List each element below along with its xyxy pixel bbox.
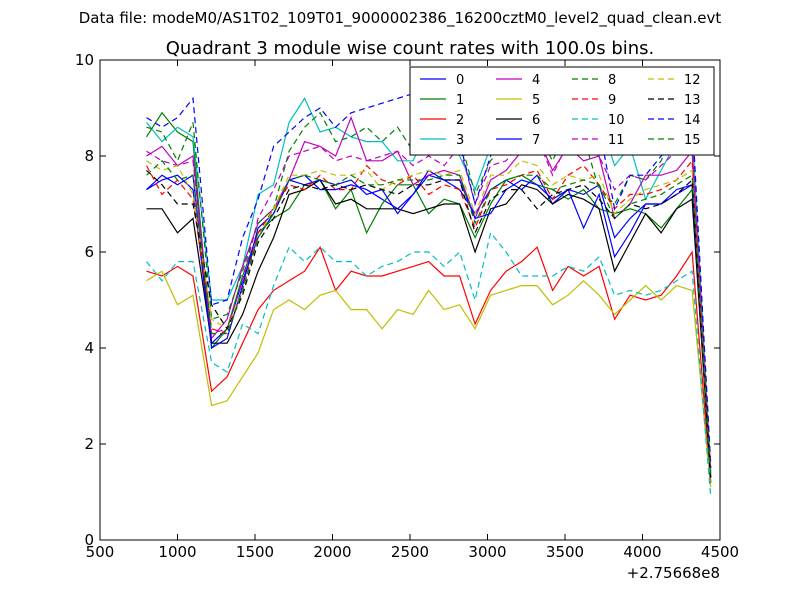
legend-label: 10 <box>608 113 625 128</box>
legend-label: 2 <box>456 113 464 128</box>
x-tick-label: 4500 <box>701 543 739 561</box>
x-tick-label: 500 <box>86 543 115 561</box>
legend-label: 4 <box>532 73 540 88</box>
series-line-7 <box>146 169 712 478</box>
legend-label: 12 <box>684 73 701 88</box>
legend-label: 3 <box>456 133 464 148</box>
series-line-15 <box>146 159 712 478</box>
series-line-5 <box>146 270 712 488</box>
legend-label: 15 <box>684 133 701 148</box>
series-line-1 <box>145 111 712 483</box>
legend-label: 13 <box>684 93 701 108</box>
legend-label: 5 <box>532 93 540 108</box>
y-tick-label: 0 <box>84 531 94 549</box>
x-tick-label: 1500 <box>236 543 274 561</box>
x-tick-label: 3000 <box>468 543 506 561</box>
legend-label: 6 <box>532 113 540 128</box>
chart-title: Quadrant 3 module wise count rates with … <box>166 38 655 59</box>
x-tick-label: 4000 <box>623 543 661 561</box>
series-line-13 <box>146 169 712 483</box>
x-tick-label: 2000 <box>313 543 351 561</box>
legend-label: 14 <box>684 113 701 128</box>
axis-layer: 500 1000 1500 2000 2500 3000 3500 4000 4500 0 2 4 6 8… <box>75 51 739 561</box>
legend-label: 0 <box>456 73 464 88</box>
x-tick-label: 1000 <box>158 543 196 561</box>
series-line-8 <box>146 111 712 464</box>
y-tick-label: 10 <box>75 51 94 69</box>
series-line-11 <box>146 136 712 469</box>
y-tick-label: 6 <box>84 243 94 261</box>
legend-label: 1 <box>456 93 464 108</box>
legend-label: 11 <box>608 133 625 148</box>
x-offset-label: +2.75668e8 <box>627 564 720 582</box>
series-line-6 <box>146 179 712 478</box>
series-line-10 <box>146 231 712 497</box>
series-line-2 <box>146 245 712 483</box>
x-tick-label: 3500 <box>546 543 584 561</box>
legend-box <box>409 66 715 156</box>
data-file-label: Data file: modeM0/AS1T02_109T01_90000023… <box>79 9 722 28</box>
y-tick-label: 4 <box>84 339 94 357</box>
legend-label: 8 <box>608 73 616 88</box>
y-tick-label: 8 <box>84 147 94 165</box>
x-tick-label: 2500 <box>391 543 429 561</box>
legend-label: 9 <box>608 93 616 108</box>
legend-label: 7 <box>532 133 540 148</box>
y-tick-label: 2 <box>84 435 94 453</box>
